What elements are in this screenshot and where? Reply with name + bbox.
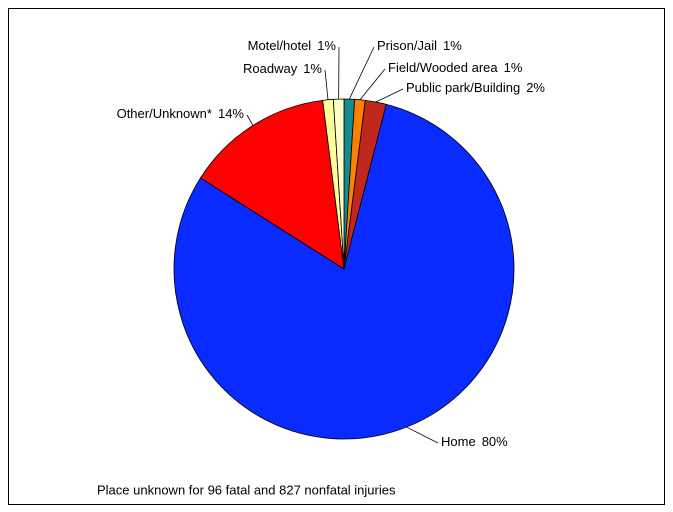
slice-label: Roadway 1% [243, 61, 322, 76]
slice-value-label: 1% [504, 60, 523, 75]
slice-value-label: 80% [482, 434, 508, 449]
pie-slice [332, 98, 345, 270]
leader-line [348, 46, 375, 100]
leader-line [359, 68, 386, 101]
leader-line [324, 69, 329, 100]
slice-label: Prison/Jail 1% [377, 38, 462, 53]
slice-label: Other/Unknown* 14% [117, 106, 245, 121]
leader-line [246, 114, 254, 126]
slice-label: Motel/hotel 1% [248, 38, 337, 53]
slice-value-label: 14% [218, 106, 244, 121]
slice-label: Home 80% [441, 434, 508, 449]
slice-label: Field/Wooded area 1% [388, 60, 523, 75]
pie-slice [173, 103, 515, 440]
leader-line [406, 426, 439, 444]
slice-value-label: 1% [443, 38, 462, 53]
slice-category: Home [441, 434, 476, 449]
leader-line [375, 88, 404, 103]
slice-value-label: 1% [317, 38, 336, 53]
slice-category: Other/Unknown* [117, 106, 212, 121]
slice-category: Prison/Jail [377, 38, 437, 53]
slice-category: Motel/hotel [248, 38, 312, 53]
slice-value-label: 1% [303, 61, 322, 76]
slice-category: Roadway [243, 61, 298, 76]
slice-value-label: 2% [526, 80, 545, 95]
slice-category: Public park/Building [406, 80, 520, 95]
footnote: Place unknown for 96 fatal and 827 nonfa… [97, 482, 396, 497]
slice-category: Field/Wooded area [388, 60, 498, 75]
slice-label: Public park/Building 2% [406, 80, 545, 95]
